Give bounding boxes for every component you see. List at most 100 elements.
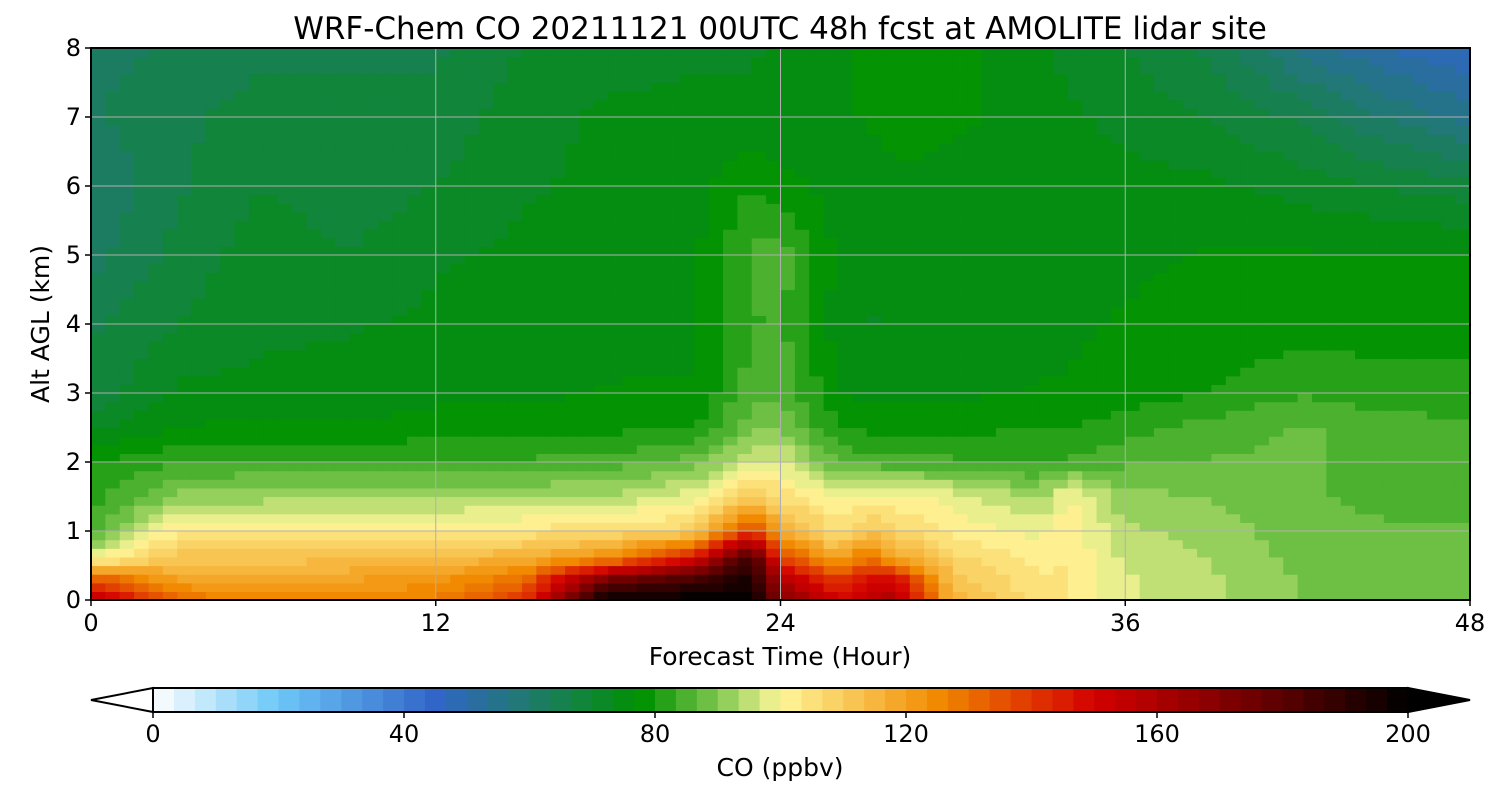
heatmap-cell bbox=[1053, 470, 1069, 480]
heatmap-cell bbox=[1182, 341, 1198, 351]
heatmap-cell bbox=[723, 237, 738, 247]
heatmap-cell bbox=[723, 375, 738, 385]
heatmap-cell bbox=[651, 565, 667, 575]
heatmap-cell bbox=[780, 349, 796, 360]
heatmap-cell bbox=[191, 186, 207, 196]
heatmap-cell bbox=[809, 401, 825, 411]
heatmap-cell bbox=[1039, 237, 1055, 247]
heatmap-cell bbox=[593, 229, 609, 239]
heatmap-cell bbox=[608, 548, 624, 558]
heatmap-cell bbox=[392, 349, 408, 360]
heatmap-cell bbox=[263, 410, 279, 420]
heatmap-cell bbox=[1053, 324, 1069, 334]
heatmap-cell bbox=[737, 229, 753, 239]
heatmap-cell bbox=[1096, 375, 1112, 385]
heatmap-cell bbox=[1283, 255, 1299, 265]
heatmap-cell bbox=[737, 444, 753, 454]
heatmap-cell bbox=[1024, 574, 1040, 584]
heatmap-cell bbox=[1426, 272, 1442, 282]
heatmap-cell bbox=[1369, 410, 1385, 420]
heatmap-cell bbox=[550, 341, 566, 351]
heatmap-cell bbox=[1125, 565, 1141, 575]
heatmap-cell bbox=[809, 341, 825, 351]
heatmap-cell bbox=[1283, 574, 1299, 584]
heatmap-cell bbox=[1182, 427, 1198, 437]
heatmap-cell bbox=[320, 462, 336, 472]
heatmap-cell bbox=[234, 375, 250, 385]
heatmap-cell bbox=[205, 479, 221, 489]
heatmap-cell bbox=[1355, 341, 1371, 351]
heatmap-cell bbox=[478, 470, 494, 480]
heatmap-cell bbox=[1211, 160, 1227, 170]
heatmap-cell bbox=[335, 479, 351, 489]
heatmap-cell bbox=[162, 194, 178, 204]
heatmap-cell bbox=[1125, 418, 1141, 429]
heatmap-cell bbox=[938, 255, 954, 265]
heatmap-cell bbox=[651, 151, 667, 161]
heatmap-cell bbox=[320, 470, 336, 480]
heatmap-cell bbox=[593, 565, 609, 575]
heatmap-cell bbox=[881, 289, 897, 299]
heatmap-cell bbox=[507, 246, 523, 256]
heatmap-cell bbox=[91, 410, 106, 420]
heatmap-cell bbox=[220, 341, 236, 351]
heatmap-cell bbox=[1067, 306, 1083, 316]
heatmap-cell bbox=[407, 496, 422, 506]
heatmap-cell bbox=[881, 384, 897, 394]
heatmap-cell bbox=[579, 246, 595, 256]
heatmap-cell bbox=[1211, 349, 1227, 360]
heatmap-cell bbox=[1082, 332, 1098, 342]
heatmap-cell bbox=[694, 194, 710, 204]
heatmap-cell bbox=[809, 289, 825, 299]
heatmap-cell bbox=[450, 332, 466, 342]
heatmap-cell bbox=[119, 246, 135, 256]
heatmap-cell bbox=[220, 272, 236, 282]
heatmap-cell bbox=[421, 453, 437, 463]
heatmap-cell bbox=[837, 168, 853, 178]
heatmap-cell bbox=[1039, 186, 1055, 196]
heatmap-cell bbox=[392, 565, 408, 575]
heatmap-cell bbox=[464, 358, 480, 368]
heatmap-cell bbox=[1426, 341, 1442, 351]
heatmap-cell bbox=[952, 194, 968, 204]
heatmap-cell bbox=[521, 315, 537, 325]
heatmap-cell bbox=[378, 272, 394, 282]
heatmap-cell bbox=[636, 393, 652, 403]
heatmap-cell bbox=[593, 168, 609, 178]
heatmap-cell bbox=[938, 168, 954, 178]
heatmap-cell bbox=[1125, 272, 1141, 282]
heatmap-cell bbox=[837, 574, 853, 584]
heatmap-cell bbox=[119, 263, 135, 273]
heatmap-cell bbox=[177, 203, 193, 213]
heatmap-cell bbox=[363, 349, 379, 360]
heatmap-cell bbox=[277, 306, 293, 316]
heatmap-cell bbox=[895, 203, 911, 213]
heatmap-cell bbox=[1225, 358, 1241, 368]
heatmap-cell bbox=[823, 263, 839, 273]
heatmap-cell bbox=[191, 203, 207, 213]
heatmap-cell bbox=[866, 237, 882, 247]
heatmap-cell bbox=[1182, 462, 1198, 472]
heatmap-cell bbox=[148, 574, 164, 584]
heatmap-cell bbox=[881, 211, 897, 222]
heatmap-cell bbox=[1369, 539, 1385, 549]
heatmap-cell bbox=[1082, 306, 1098, 316]
heatmap-cell bbox=[1355, 211, 1371, 222]
heatmap-cell bbox=[493, 220, 509, 230]
heatmap-cell bbox=[1039, 487, 1055, 498]
heatmap-cell bbox=[1441, 462, 1457, 472]
heatmap-cell bbox=[622, 246, 638, 256]
heatmap-cell bbox=[665, 168, 681, 178]
heatmap-cell bbox=[205, 160, 221, 170]
heatmap-cell bbox=[1096, 203, 1112, 213]
heatmap-cell bbox=[608, 479, 624, 489]
heatmap-cell bbox=[306, 418, 322, 429]
heatmap-cell bbox=[320, 496, 336, 506]
heatmap-cell bbox=[852, 496, 868, 506]
heatmap-cell bbox=[249, 556, 264, 567]
heatmap-cell bbox=[507, 574, 523, 584]
heatmap-cell bbox=[1254, 470, 1270, 480]
heatmap-cell bbox=[263, 539, 279, 549]
heatmap-cell bbox=[809, 237, 825, 247]
heatmap-cell bbox=[1211, 470, 1227, 480]
